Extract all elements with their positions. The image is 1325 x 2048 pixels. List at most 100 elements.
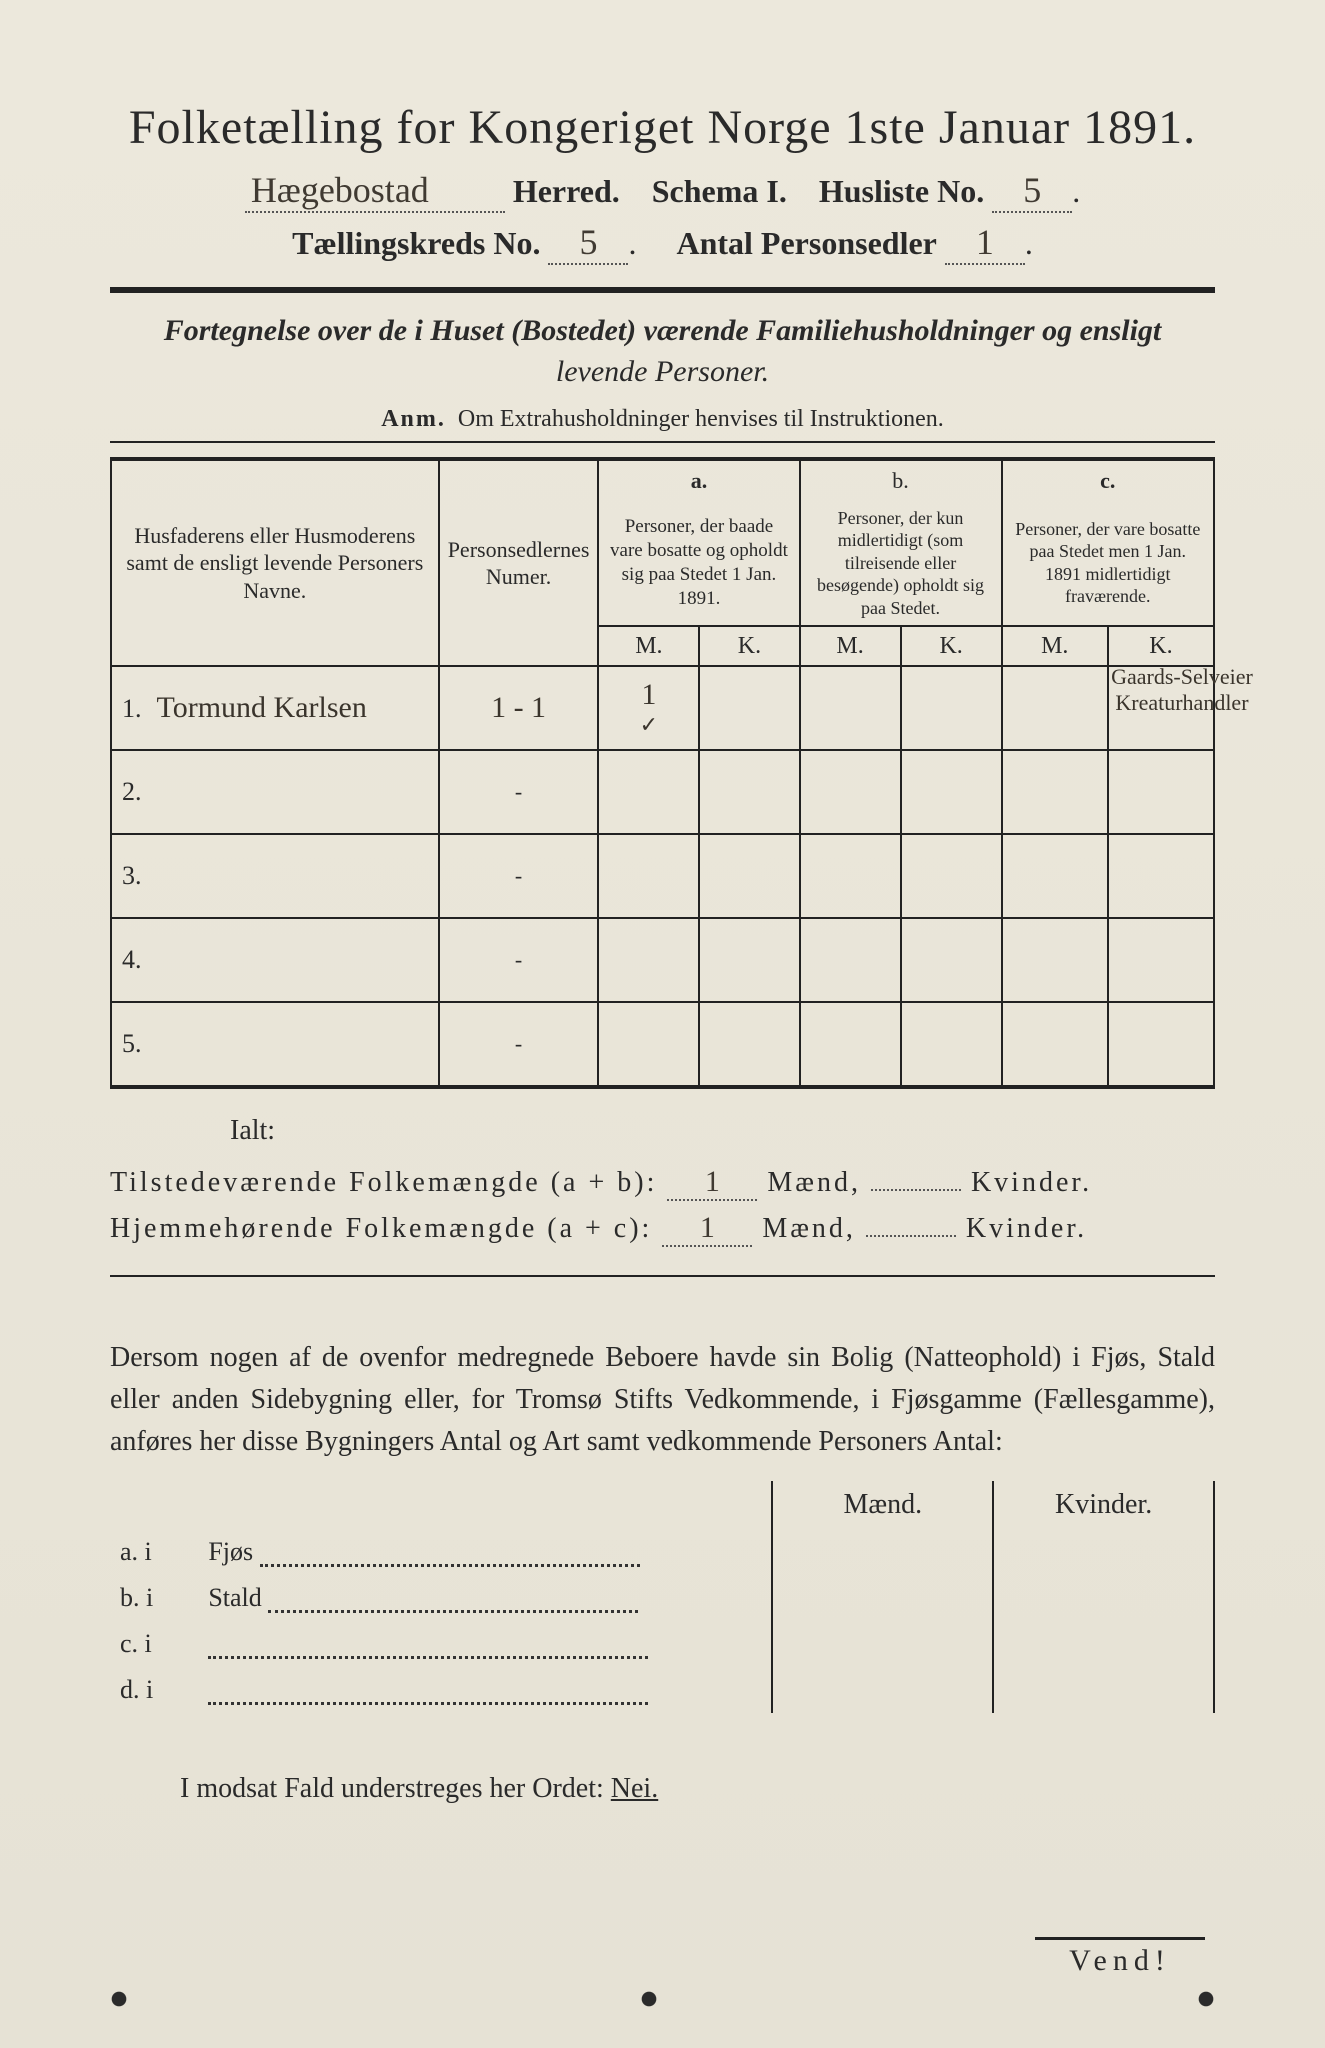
bldg-c-type bbox=[198, 1621, 772, 1667]
bldg-kvinder-header: Kvinder. bbox=[993, 1481, 1214, 1529]
col1-text: Husfaderens eller Husmoderens samt de en… bbox=[126, 523, 423, 603]
vend-label: Vend! bbox=[1035, 1937, 1205, 1978]
col-names-header: Husfaderens eller Husmoderens samt de en… bbox=[111, 459, 439, 666]
row1-bM bbox=[800, 666, 901, 750]
husliste-label: Husliste No. bbox=[819, 173, 984, 209]
bldg-row: b. i Stald bbox=[110, 1575, 1214, 1621]
schema-label: Schema I. bbox=[652, 173, 787, 209]
maend-label-2: Mænd, bbox=[762, 1213, 856, 1244]
row1-name-cell: 1. Tormund Karlsen bbox=[111, 666, 439, 750]
sum2-m: 1 bbox=[662, 1211, 752, 1247]
anm-text: Om Extrahusholdninger henvises til Instr… bbox=[458, 406, 944, 432]
antal-label: Antal Personsedler bbox=[676, 225, 936, 261]
table-row: 3. - bbox=[111, 834, 1214, 918]
husliste-field: 5 bbox=[992, 169, 1072, 213]
row1-aM: 1 ✓ bbox=[598, 666, 699, 750]
a-k: K. bbox=[699, 626, 799, 666]
row1-note2: Kreaturhandler bbox=[1111, 691, 1253, 714]
row4-num: - bbox=[439, 918, 599, 1002]
row-num: 1. bbox=[122, 694, 150, 724]
row5-num: - bbox=[439, 1002, 599, 1087]
sum1-m: 1 bbox=[667, 1165, 757, 1201]
page-title: Folketælling for Kongeriget Norge 1ste J… bbox=[110, 100, 1215, 155]
col-numer-header: Personsedlernes Numer. bbox=[439, 459, 599, 666]
bldg-b-type: Stald bbox=[198, 1575, 772, 1621]
subtitle: Fortegnelse over de i Huset (Bostedet) v… bbox=[110, 311, 1215, 392]
col-b-label: b. bbox=[800, 459, 1002, 501]
bldg-d-type bbox=[198, 1667, 772, 1713]
row1-aK bbox=[699, 666, 799, 750]
c-k: K. bbox=[1108, 626, 1214, 666]
col-c-text: Personer, der vare bosatte paa Stedet me… bbox=[1002, 501, 1214, 627]
bldg-row: a. i Fjøs bbox=[110, 1529, 1214, 1575]
nei-word: Nei. bbox=[611, 1773, 658, 1804]
table-row: 4. - bbox=[111, 918, 1214, 1002]
rule-thin-1 bbox=[110, 441, 1215, 443]
punch-hole-icon bbox=[1197, 1990, 1215, 2008]
bldg-c-label: c. i bbox=[110, 1621, 198, 1667]
anm-line: Anm. Om Extrahusholdninger henvises til … bbox=[110, 406, 1215, 433]
header-line-2: Tællingskreds No. 5. Antal Personsedler … bbox=[110, 221, 1215, 265]
row1-num: 1 - 1 bbox=[439, 666, 599, 750]
table-row: 2. - bbox=[111, 750, 1214, 834]
herred-field: Hægebostad bbox=[245, 169, 505, 213]
herred-value: Hægebostad bbox=[245, 169, 435, 211]
nei-text: I modsat Fald understreges her Ordet: bbox=[180, 1773, 604, 1804]
b-k: K. bbox=[901, 626, 1002, 666]
row2-num: - bbox=[439, 750, 599, 834]
col-a-text: Personer, der baade vare bosatte og opho… bbox=[598, 501, 799, 627]
kreds-field: 5 bbox=[548, 221, 628, 265]
building-table: Mænd. Kvinder. a. i Fjøs b. i Stald c. i… bbox=[110, 1481, 1215, 1713]
c-m: M. bbox=[1002, 626, 1108, 666]
sum-line-2: Hjemmehørende Folkemængde (a + c): 1 Mæn… bbox=[110, 1211, 1215, 1247]
row-num: 4. bbox=[122, 945, 150, 975]
col-b-text: Personer, der kun midlertidigt (som tilr… bbox=[800, 501, 1002, 627]
punch-hole-icon bbox=[110, 1990, 128, 2008]
subtitle-line2: levende Personer. bbox=[556, 355, 769, 388]
antal-field: 1 bbox=[945, 221, 1025, 265]
a-m: M. bbox=[598, 626, 699, 666]
bldg-row: c. i bbox=[110, 1621, 1214, 1667]
kvinder-label-2: Kvinder. bbox=[966, 1213, 1087, 1244]
antal-value: 1 bbox=[970, 221, 1000, 263]
sum2-k bbox=[866, 1235, 956, 1237]
table-row: 5. - bbox=[111, 1002, 1214, 1087]
maend-label-1: Mænd, bbox=[767, 1167, 861, 1198]
punch-hole-icon bbox=[640, 1990, 658, 2008]
row1-name: Tormund Karlsen bbox=[157, 691, 367, 724]
table-row: 1. Tormund Karlsen 1 - 1 1 ✓ Gaards-Selv… bbox=[111, 666, 1214, 750]
sum1-k bbox=[871, 1189, 961, 1191]
husliste-value: 5 bbox=[1017, 169, 1047, 211]
bldg-a-label: a. i bbox=[110, 1529, 198, 1575]
ialt-label: Ialt: bbox=[230, 1115, 1215, 1147]
sum-line-1: Tilstedeværende Folkemængde (a + b): 1 M… bbox=[110, 1165, 1215, 1201]
header-line-1: Hægebostad Herred. Schema I. Husliste No… bbox=[110, 169, 1215, 213]
bldg-b-label: b. i bbox=[110, 1575, 198, 1621]
bldg-maend-header: Mænd. bbox=[772, 1481, 993, 1529]
rule-thin-2 bbox=[110, 1275, 1215, 1277]
kvinder-label-1: Kvinder. bbox=[971, 1167, 1092, 1198]
household-table: Husfaderens eller Husmoderens samt de en… bbox=[110, 457, 1215, 1089]
rule-thick-1 bbox=[110, 287, 1215, 293]
row1-bK bbox=[901, 666, 1002, 750]
bldg-a-type: Fjøs bbox=[198, 1529, 772, 1575]
nei-line: I modsat Fald understreges her Ordet: Ne… bbox=[180, 1773, 1215, 1805]
row1-cK: Gaards-Selveier Kreaturhandler bbox=[1108, 666, 1214, 750]
row3-num: - bbox=[439, 834, 599, 918]
anm-label: Anm. bbox=[381, 406, 446, 432]
sum2-label: Hjemmehørende Folkemængde (a + c): bbox=[110, 1213, 652, 1244]
bldg-d-label: d. i bbox=[110, 1667, 198, 1713]
sum1-label: Tilstedeværende Folkemængde (a + b): bbox=[110, 1167, 657, 1198]
kreds-label: Tællingskreds No. bbox=[292, 225, 540, 261]
row-num: 2. bbox=[122, 777, 150, 807]
kreds-value: 5 bbox=[573, 221, 603, 263]
census-form-page: Folketælling for Kongeriget Norge 1ste J… bbox=[0, 0, 1325, 2048]
row1-cM bbox=[1002, 666, 1108, 750]
col-a-label: a. bbox=[598, 459, 799, 501]
b-m: M. bbox=[800, 626, 901, 666]
row-num: 3. bbox=[122, 861, 150, 891]
row1-note1: Gaards-Selveier bbox=[1111, 665, 1253, 688]
bldg-row: d. i bbox=[110, 1667, 1214, 1713]
row-num: 5. bbox=[122, 1029, 150, 1059]
subtitle-line1: Fortegnelse over de i Huset (Bostedet) v… bbox=[164, 314, 1162, 347]
